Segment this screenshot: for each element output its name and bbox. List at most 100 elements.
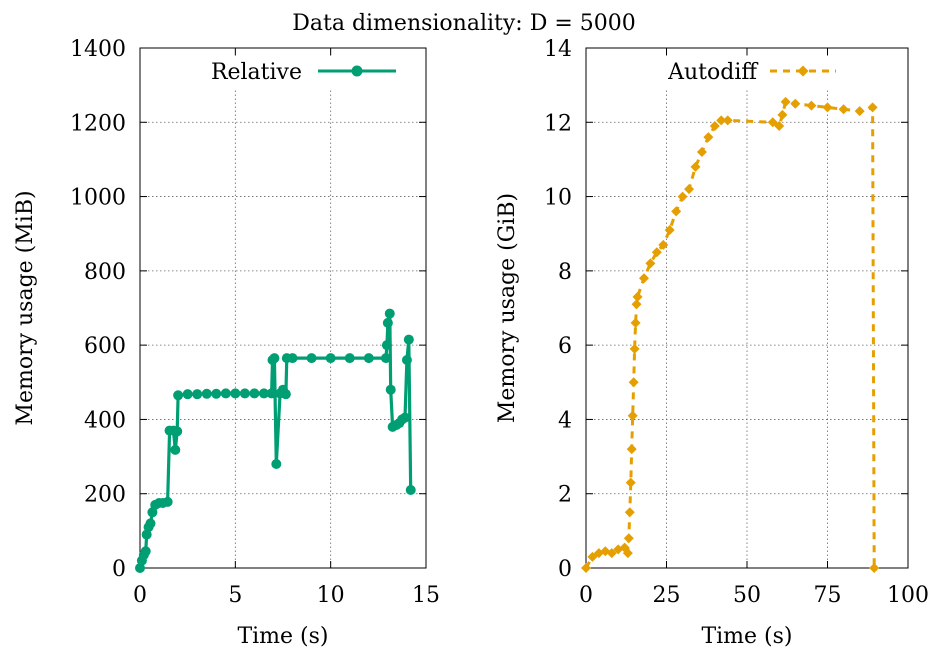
data-point bbox=[869, 563, 880, 573]
data-point bbox=[271, 459, 282, 469]
data-point bbox=[363, 353, 374, 364]
data-point bbox=[220, 388, 231, 399]
data-point bbox=[709, 121, 720, 131]
data-point bbox=[716, 115, 727, 126]
x-tick-label: 100 bbox=[887, 583, 929, 608]
data-point bbox=[690, 161, 701, 172]
data-point bbox=[777, 109, 788, 120]
data-point bbox=[400, 412, 411, 423]
data-point bbox=[658, 239, 669, 250]
data-point bbox=[696, 147, 707, 157]
data-point bbox=[201, 388, 212, 399]
y-tick-label: 400 bbox=[84, 408, 126, 433]
data-point bbox=[630, 317, 641, 328]
legend-autodiff: Autodiff bbox=[632, 56, 852, 88]
series-autodiff bbox=[581, 96, 880, 573]
data-point bbox=[624, 507, 635, 518]
data-point bbox=[170, 444, 181, 455]
data-point bbox=[182, 389, 193, 400]
series-line-autodiff bbox=[584, 100, 876, 569]
y-tick-label: 8 bbox=[558, 260, 572, 285]
y-tick-label: 1400 bbox=[70, 37, 126, 62]
data-point bbox=[631, 299, 642, 310]
data-point bbox=[587, 551, 598, 562]
y-tick-label: 6 bbox=[558, 334, 572, 359]
data-point bbox=[638, 273, 649, 284]
data-point bbox=[622, 548, 633, 559]
data-point bbox=[780, 96, 791, 107]
data-point bbox=[632, 291, 643, 302]
x-tick-label: 10 bbox=[317, 583, 345, 608]
data-point bbox=[269, 353, 280, 364]
data-point bbox=[211, 388, 222, 399]
x-tick-label: 75 bbox=[814, 583, 842, 608]
x-tick-label: 15 bbox=[412, 583, 440, 608]
chart-title: Data dimensionality: D = 5000 bbox=[292, 11, 636, 36]
data-point bbox=[606, 548, 617, 559]
y-axis-label-relative: Memory usage (MiB) bbox=[13, 190, 38, 425]
data-point bbox=[671, 206, 682, 217]
data-point bbox=[623, 533, 634, 544]
series-line-relative bbox=[138, 312, 413, 569]
legend-relative: Relative bbox=[186, 56, 408, 88]
legend-label-autodiff: Autodiff bbox=[667, 60, 758, 85]
data-point bbox=[581, 563, 591, 573]
data-point bbox=[230, 388, 241, 399]
data-point bbox=[774, 121, 785, 131]
x-axis-label-relative: Time (s) bbox=[237, 624, 328, 649]
data-point bbox=[239, 388, 250, 399]
data-point bbox=[145, 518, 156, 529]
data-point bbox=[703, 132, 714, 143]
data-point bbox=[266, 388, 277, 399]
y-tick-label: 200 bbox=[84, 483, 126, 508]
data-point bbox=[385, 384, 396, 395]
data-point bbox=[767, 117, 778, 128]
y-tick-label: 2 bbox=[558, 483, 572, 508]
data-point bbox=[380, 353, 391, 364]
data-point bbox=[140, 546, 151, 557]
series-relative bbox=[135, 308, 416, 573]
y-tick-label: 12 bbox=[544, 111, 572, 136]
x-tick-label: 25 bbox=[653, 583, 681, 608]
data-point bbox=[822, 102, 833, 113]
data-point bbox=[384, 308, 395, 319]
data-point bbox=[838, 104, 849, 115]
data-point bbox=[677, 191, 688, 202]
x-tick-label: 50 bbox=[733, 583, 761, 608]
data-point bbox=[401, 355, 412, 365]
grid-relative bbox=[140, 48, 426, 568]
legend-label-relative: Relative bbox=[211, 60, 302, 85]
y-tick-label: 1000 bbox=[70, 186, 126, 211]
data-point bbox=[626, 444, 637, 455]
data-point bbox=[249, 388, 260, 399]
data-point bbox=[173, 390, 184, 401]
data-point bbox=[382, 317, 393, 328]
data-point bbox=[325, 353, 336, 364]
x-tick-label: 5 bbox=[228, 583, 242, 608]
data-point bbox=[280, 389, 291, 400]
y-tick-label: 600 bbox=[84, 334, 126, 359]
data-point bbox=[664, 225, 675, 235]
y-tick-label: 800 bbox=[84, 260, 126, 285]
data-point bbox=[722, 115, 733, 126]
data-point bbox=[790, 98, 801, 109]
x-tick-label: 0 bbox=[579, 583, 593, 608]
grid-autodiff bbox=[586, 48, 908, 568]
panel-relative: 0 5 10 15 0 200 400 600 800 1000 1200 1400 Relative… bbox=[13, 37, 440, 649]
data-point bbox=[287, 353, 298, 364]
y-tick-label: 4 bbox=[558, 408, 572, 433]
y-tick-label: 1200 bbox=[70, 111, 126, 136]
data-point bbox=[381, 340, 392, 351]
y-tick-label: 0 bbox=[112, 557, 126, 582]
data-point bbox=[625, 477, 636, 488]
data-point bbox=[628, 377, 639, 388]
legend-marker-relative bbox=[351, 65, 363, 77]
data-point bbox=[162, 496, 173, 507]
data-point bbox=[403, 334, 414, 345]
y-tick-label: 14 bbox=[544, 37, 572, 62]
data-point bbox=[405, 485, 416, 495]
y-axis-label-autodiff: Memory usage (GiB) bbox=[495, 193, 520, 423]
ticks-autodiff: 0 25 50 75 100 0 2 4 6 8 10 12 14 bbox=[544, 37, 929, 608]
